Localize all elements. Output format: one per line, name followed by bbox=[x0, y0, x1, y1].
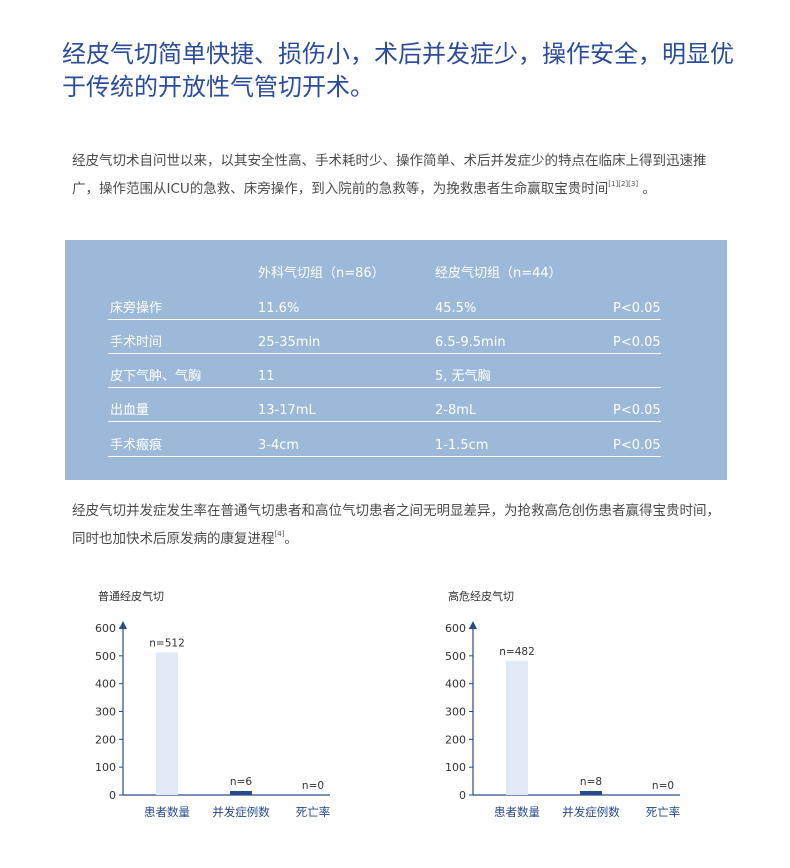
page-headline: 经皮气切简单快捷、损伤小，术后并发症少，操作安全，明显优于传统的开放性气管切开术… bbox=[62, 40, 734, 101]
table-row: 床旁操作 11.6% 45.5% P<0.05 bbox=[108, 297, 661, 320]
outro-text: 经皮气切并发症发生率在普通气切患者和高位气切患者之间无明显差异，为抢救高危创伤患… bbox=[72, 503, 720, 547]
column-header-surgical: 外科气切组（n=86） bbox=[258, 266, 385, 281]
bar-data-label: n=0 bbox=[302, 780, 324, 792]
cell-p-value: P<0.05 bbox=[613, 335, 661, 350]
y-tick-label: 300 bbox=[445, 706, 466, 719]
y-tick-label: 200 bbox=[95, 733, 116, 746]
cell-percutaneous: 2-8mL bbox=[435, 403, 477, 418]
table-row: 皮下气肿、气胸 11 5, 无气胸 bbox=[108, 365, 661, 388]
bar-data-label: n=0 bbox=[652, 780, 674, 792]
outro-citation: [4] bbox=[274, 530, 285, 538]
cell-p-value: P<0.05 bbox=[613, 438, 661, 453]
cell-surgical: 13-17mL bbox=[258, 403, 316, 418]
chart-high-risk: 高危经皮气切 0 100 200 300 400 500 600 n=482 患者数量 n=8 并发… bbox=[440, 588, 700, 828]
x-tick-label: 死亡率 bbox=[646, 805, 681, 819]
cell-percutaneous: 5, 无气胸 bbox=[435, 369, 491, 384]
intro-end: 。 bbox=[638, 181, 656, 197]
bar-data-label: n=8 bbox=[580, 776, 602, 788]
cell-surgical: 11.6% bbox=[258, 301, 300, 316]
x-tick-label: 患者数量 bbox=[144, 805, 190, 819]
comparison-table: 外科气切组（n=86） 经皮气切组（n=44） 床旁操作 11.6% 45.5%… bbox=[65, 240, 727, 480]
row-label: 手术时间 bbox=[110, 335, 163, 350]
chart-title: 普通经皮气切 bbox=[98, 590, 164, 603]
intro-text: 经皮气切术自问世以来，以其安全性高、手术耗时少、操作简单、术后并发症少的特点在临… bbox=[72, 153, 707, 197]
x-tick-label: 并发症例数 bbox=[212, 805, 270, 819]
x-tick-label: 患者数量 bbox=[494, 805, 540, 819]
row-label: 床旁操作 bbox=[110, 301, 163, 316]
cell-p-value: P<0.05 bbox=[613, 403, 661, 418]
y-tick-label: 100 bbox=[445, 761, 466, 774]
y-tick-label: 400 bbox=[445, 678, 466, 691]
cell-surgical: 11 bbox=[258, 369, 275, 384]
column-header-percutaneous: 经皮气切组（n=44） bbox=[435, 266, 562, 281]
bar bbox=[580, 791, 602, 795]
bar-data-label: n=512 bbox=[149, 637, 185, 649]
cell-surgical: 25-35min bbox=[258, 335, 321, 350]
table-row: 手术时间 25-35min 6.5-9.5min P<0.05 bbox=[108, 331, 661, 354]
bar-chart-standard: 0 100 200 300 400 500 600 n=512 患者数量 n=6 并发症例数 n=0 死… bbox=[95, 621, 331, 819]
y-tick-label: 600 bbox=[445, 622, 466, 635]
bar bbox=[156, 652, 178, 795]
y-tick-label: 500 bbox=[445, 650, 466, 663]
y-tick-label: 400 bbox=[95, 678, 116, 691]
intro-paragraph: 经皮气切术自问世以来，以其安全性高、手术耗时少、操作简单、术后并发症少的特点在临… bbox=[72, 150, 732, 201]
table-row: 手术瘢痕 3-4cm 1-1.5cm P<0.05 bbox=[108, 434, 661, 457]
y-tick-label: 300 bbox=[95, 706, 116, 719]
outro-paragraph: 经皮气切并发症发生率在普通气切患者和高位气切患者之间无明显差异，为抢救高危创伤患… bbox=[72, 500, 732, 551]
chart-title: 高危经皮气切 bbox=[448, 590, 514, 603]
y-tick-label: 500 bbox=[95, 650, 116, 663]
y-tick-label: 0 bbox=[109, 789, 116, 802]
cell-percutaneous: 6.5-9.5min bbox=[435, 335, 506, 350]
cell-percutaneous: 1-1.5cm bbox=[435, 438, 489, 453]
y-tick-label: 200 bbox=[445, 733, 466, 746]
y-tick-label: 600 bbox=[95, 622, 116, 635]
y-axis-arrow bbox=[469, 621, 477, 629]
y-tick-label: 100 bbox=[95, 761, 116, 774]
cell-p-value: P<0.05 bbox=[613, 301, 661, 316]
y-tick-label: 0 bbox=[459, 789, 466, 802]
bar bbox=[230, 791, 252, 795]
cell-percutaneous: 45.5% bbox=[435, 301, 477, 316]
table-row: 出血量 13-17mL 2-8mL P<0.05 bbox=[108, 399, 661, 422]
intro-citation: [1][2][3] bbox=[608, 180, 639, 188]
x-tick-label: 并发症例数 bbox=[562, 805, 620, 819]
bar bbox=[506, 660, 528, 795]
chart-standard: 普通经皮气切 0 100 200 300 400 500 600 n=512 患者数量 n=6 并发… bbox=[90, 588, 350, 828]
outro-end: 。 bbox=[284, 531, 298, 547]
cell-surgical: 3-4cm bbox=[258, 438, 300, 453]
bar-data-label: n=482 bbox=[499, 646, 535, 658]
row-label: 手术瘢痕 bbox=[110, 438, 163, 453]
row-label: 出血量 bbox=[110, 403, 150, 418]
row-label: 皮下气肿、气胸 bbox=[110, 369, 202, 384]
bar-data-label: n=6 bbox=[230, 776, 252, 788]
x-tick-label: 死亡率 bbox=[296, 805, 331, 819]
bar-chart-high-risk: 0 100 200 300 400 500 600 n=482 患者数量 n=8 并发症例数 n=0 死… bbox=[445, 621, 681, 819]
y-axis-arrow bbox=[119, 621, 127, 629]
